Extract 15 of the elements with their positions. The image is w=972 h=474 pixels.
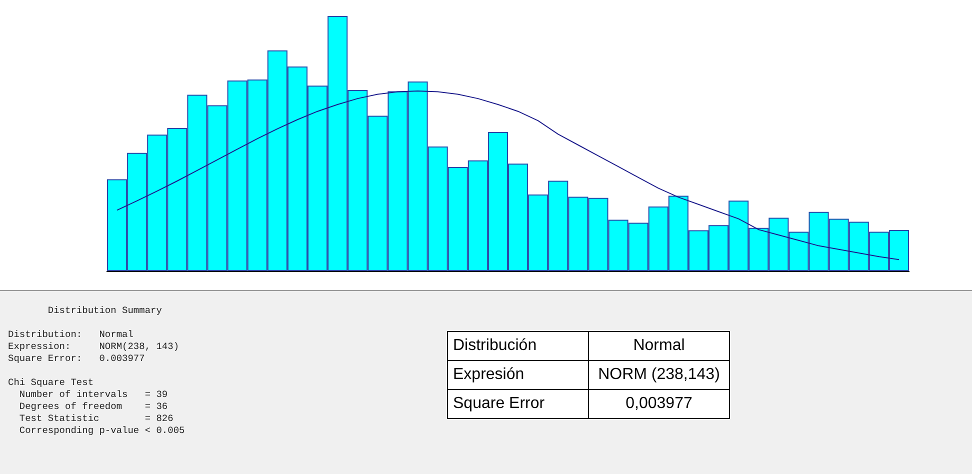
text: Corresponding p-value < 0.005: [18, 425, 185, 437]
text: Distribución: [448, 332, 588, 360]
text: 0,003977: [588, 390, 730, 418]
text: Distribution Summary: [46, 305, 163, 317]
text: Expresión: [448, 360, 588, 390]
text: Distribution: Normal: [8, 329, 134, 341]
text: Test Statistic = 826: [18, 413, 174, 425]
text: NORM (238,143): [588, 360, 730, 390]
text: Chi Square Test: [8, 377, 95, 389]
text: Number of intervals = 39: [18, 389, 169, 401]
text: Expression: NORM(238, 143): [8, 341, 180, 353]
text: Normal: [588, 332, 730, 360]
text: Square Error: [448, 390, 588, 418]
text: Degrees of freedom = 36: [18, 401, 169, 413]
text: Square Error: 0.003977: [8, 353, 146, 365]
